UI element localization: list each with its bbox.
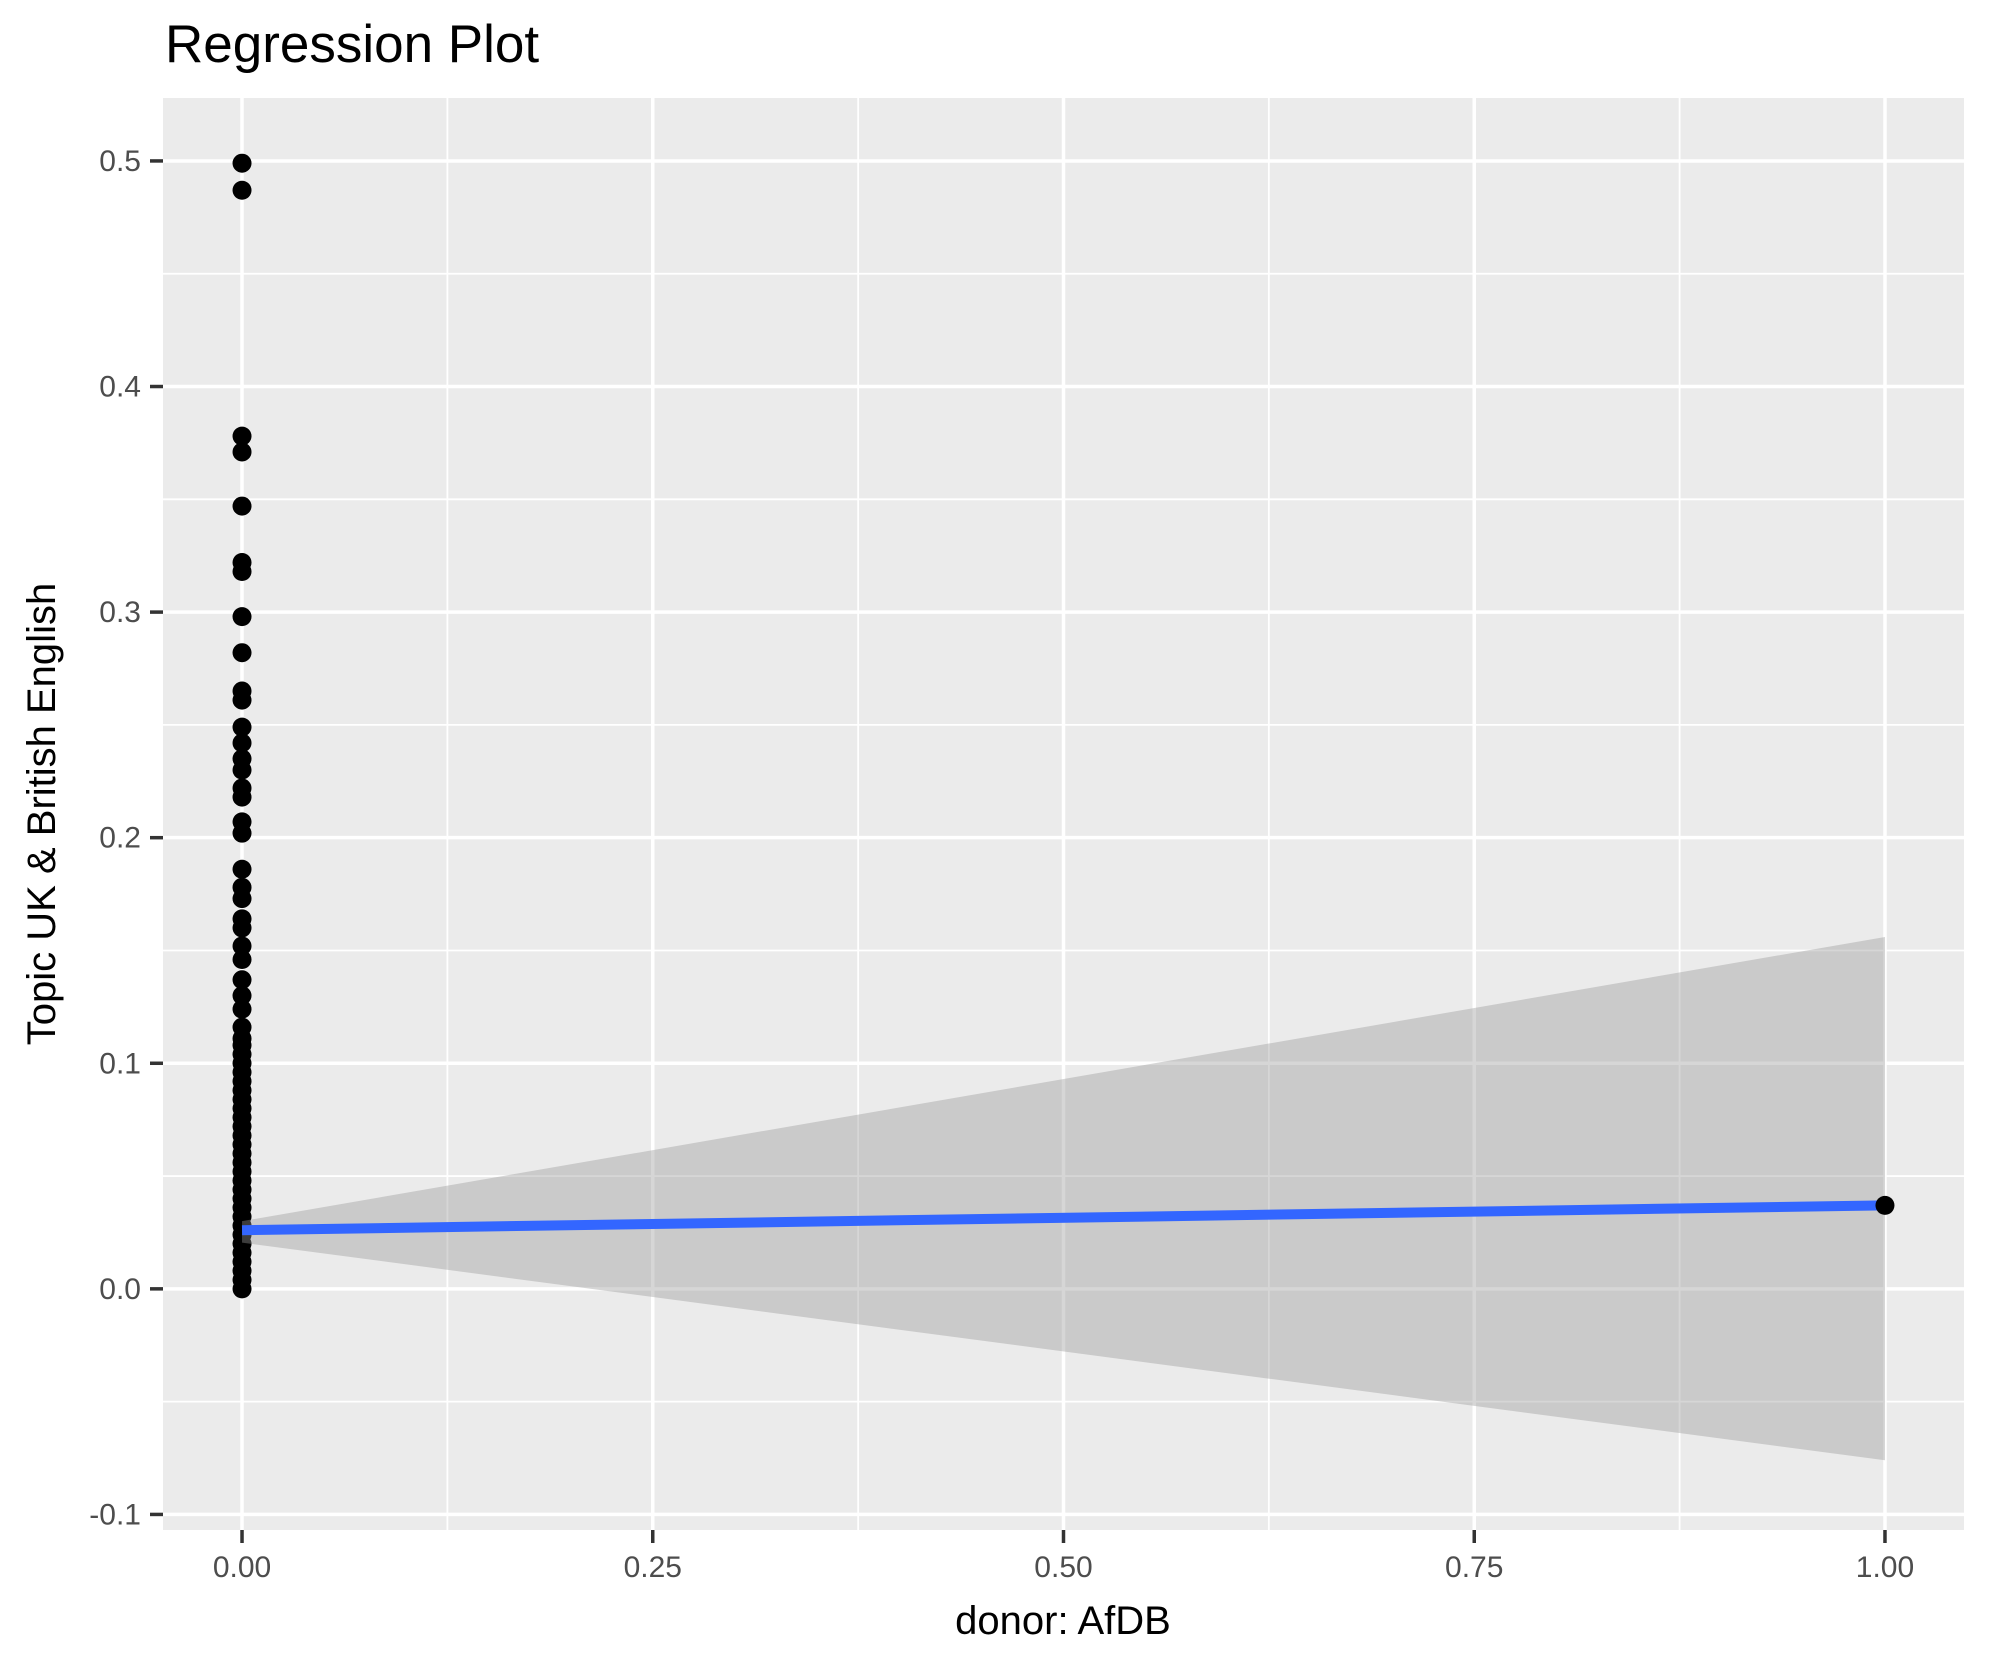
y-tick-label: 0.5 — [99, 145, 141, 178]
x-tick-label: 0.50 — [1034, 1551, 1092, 1584]
data-point — [232, 950, 252, 970]
x-tick-label: 1.00 — [1856, 1551, 1914, 1584]
data-point — [232, 999, 252, 1019]
data-point — [232, 643, 252, 663]
y-tick-label: 0.2 — [99, 822, 141, 855]
data-point — [232, 787, 252, 807]
x-axis-title: donor: AfDB — [955, 1599, 1171, 1643]
x-tick-label: 0.75 — [1445, 1551, 1503, 1584]
data-point — [232, 180, 252, 200]
chart-title: Regression Plot — [165, 15, 539, 74]
data-point — [232, 426, 252, 446]
data-point — [232, 936, 252, 956]
y-tick-label: 0.4 — [99, 371, 141, 404]
regression-line — [241, 1200, 1886, 1236]
y-tick-label: 0.1 — [99, 1047, 141, 1080]
y-tick-label: 0.3 — [99, 596, 141, 629]
data-point — [232, 607, 252, 627]
data-point — [232, 889, 252, 909]
data-point — [232, 970, 252, 990]
y-axis-title: Topic UK & British English — [20, 583, 64, 1045]
y-tick-label: 0.0 — [99, 1273, 141, 1306]
x-tick-label: 0.25 — [624, 1551, 682, 1584]
data-point — [232, 859, 252, 879]
data-point — [232, 918, 252, 938]
confidence-band — [242, 936, 1885, 1461]
data-point — [232, 733, 252, 753]
data-point — [232, 717, 252, 737]
data-point — [232, 153, 252, 173]
data-point-x1 — [1875, 1195, 1895, 1215]
y-tick-label: -0.1 — [89, 1498, 141, 1531]
data-point — [232, 823, 252, 843]
data-point — [232, 986, 252, 1006]
data-point — [232, 760, 252, 780]
data-point — [232, 442, 252, 462]
data-point — [232, 496, 252, 516]
data-point — [232, 1279, 252, 1299]
data-point — [232, 690, 252, 710]
x-tick-label: 0.00 — [213, 1551, 271, 1584]
data-point — [232, 561, 252, 581]
